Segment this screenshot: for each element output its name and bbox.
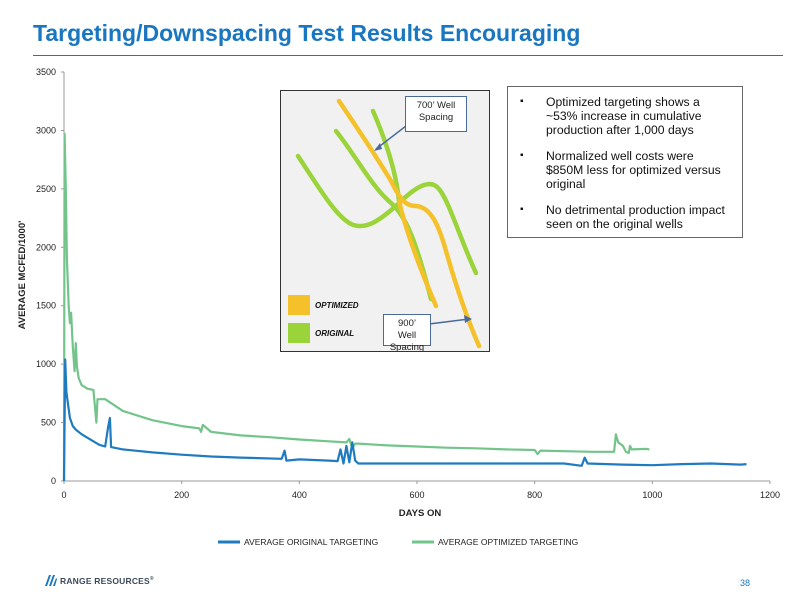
x-axis-label: DAYS ON: [399, 508, 442, 519]
results-callout: ▪ Optimized targeting shows a ~53% increa…: [507, 86, 743, 238]
callout-bullet-3: ▪ No detrimental production impact seen o…: [520, 203, 725, 231]
x-tick-label: 400: [292, 490, 307, 500]
company-logo: RANGE RESOURCES®: [45, 575, 154, 586]
y-tick-label: 1000: [36, 359, 56, 369]
y-tick-label: 2500: [36, 184, 56, 194]
label-700-spacing: 700’ Well Spacing: [405, 96, 467, 132]
legend-label-1: AVERAGE OPTIMIZED TARGETING: [438, 537, 578, 547]
y-tick-label: 0: [51, 476, 56, 486]
callout-text-3: No detrimental production impact seen on…: [546, 203, 725, 231]
chart-legend: AVERAGE ORIGINAL TARGETING AVERAGE OPTIMI…: [218, 537, 578, 547]
series-line-optimized: [62, 132, 650, 482]
x-tick-label: 800: [527, 490, 542, 500]
x-tick-label: 1000: [642, 490, 662, 500]
arrowhead-900: [464, 315, 472, 323]
swatch-optimized: [288, 295, 310, 315]
well-laterals: [295, 98, 482, 349]
callout-text-2: Normalized well costs were $850M less fo…: [546, 149, 721, 191]
well-map: [295, 98, 482, 349]
range-logo-icon: [45, 575, 57, 586]
title-divider: [33, 55, 783, 56]
arrow-900: [428, 318, 470, 325]
label-900-spacing: 900’ Well Spacing: [383, 314, 431, 351]
arrow-700: [375, 125, 407, 150]
legend-optimized: OPTIMIZED: [315, 301, 359, 310]
legend-original: ORIGINAL: [315, 329, 355, 338]
y-axis-label: AVERAGE MCFED/1000': [17, 221, 28, 330]
logo-text: RANGE RESOURCES®: [60, 575, 154, 586]
legend-label-0: AVERAGE ORIGINAL TARGETING: [244, 537, 378, 547]
y-tick-label: 3000: [36, 125, 56, 135]
well-lateral-2: [333, 128, 434, 302]
slide-title: Targeting/Downspacing Test Results Encou…: [33, 20, 581, 46]
well-lateral-5: [396, 198, 439, 309]
x-tick-label: 600: [409, 490, 424, 500]
well-lateral-4: [336, 98, 482, 349]
swatch-original: [288, 323, 310, 343]
y-tick-label: 3500: [36, 67, 56, 77]
y-tick-label: 1500: [36, 301, 56, 311]
page-number: 38: [740, 578, 751, 588]
callout-bullet-1: ▪ Optimized targeting shows a ~53% increa…: [520, 95, 702, 137]
arrowhead-700: [374, 143, 382, 151]
chart-series: [62, 132, 747, 482]
well-map-inset: 700’ Well Spacing 900’ Well Spacing OPTI…: [280, 90, 490, 352]
x-tick-label: 200: [174, 490, 189, 500]
y-tick-label: 500: [41, 418, 56, 428]
x-tick-label: 1200: [760, 490, 780, 500]
x-tick-label: 0: [61, 490, 66, 500]
callout-text-1: Optimized targeting shows a ~53% increas…: [546, 95, 702, 137]
callout-bullet-2: ▪ Normalized well costs were $850M less f…: [520, 149, 721, 191]
series-line-original: [62, 358, 747, 482]
y-tick-label: 2000: [36, 242, 56, 252]
